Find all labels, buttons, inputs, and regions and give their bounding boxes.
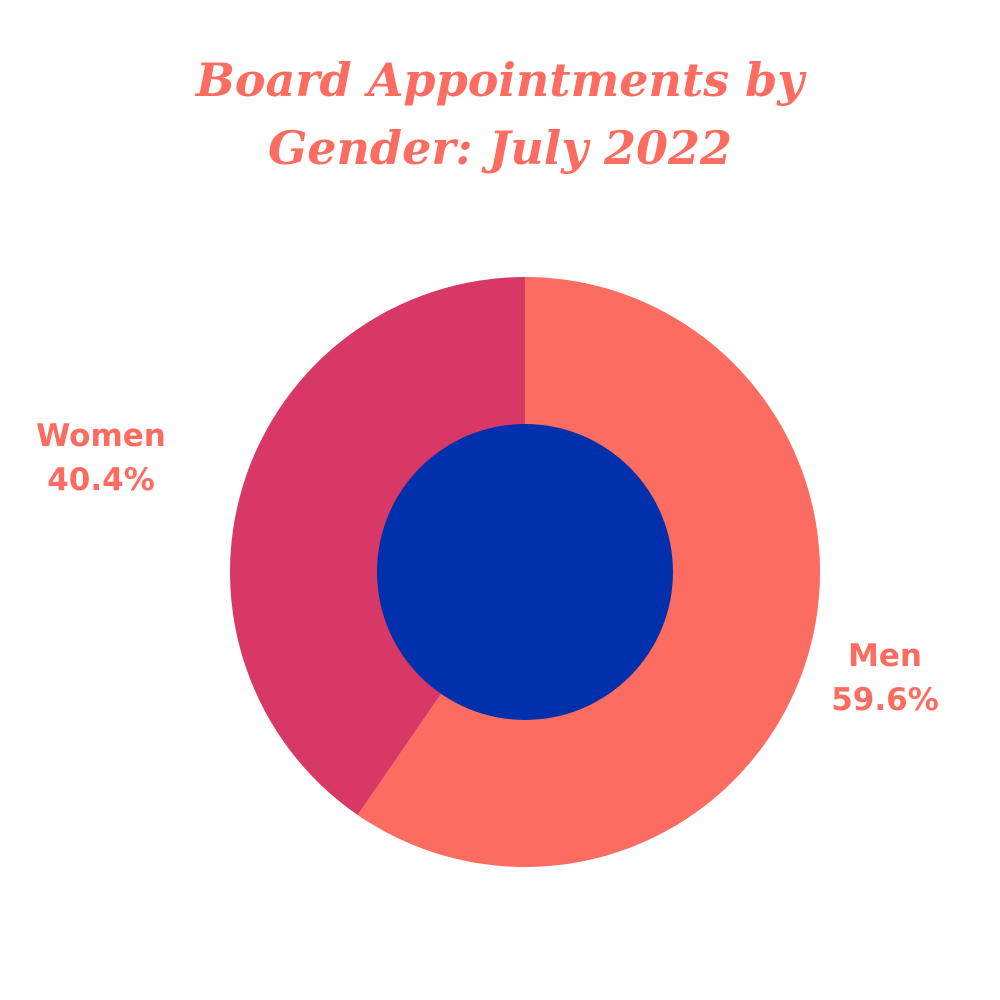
label-men-name: Men	[848, 638, 922, 674]
slice-women	[229, 277, 525, 815]
donut-center-hole	[377, 424, 673, 720]
label-women: Women 40.4%	[1, 414, 201, 502]
chart-title: Board Appointments by Gender: July 2022	[0, 46, 1000, 182]
chart-title-line-2: Gender: July 2022	[267, 121, 733, 175]
label-men-value: 59.6%	[831, 682, 939, 718]
chart-title-line-1: Board Appointments by	[195, 53, 805, 107]
label-men: Men 59.6%	[785, 634, 985, 722]
label-women-name: Women	[36, 418, 166, 454]
label-women-value: 40.4%	[47, 462, 155, 498]
